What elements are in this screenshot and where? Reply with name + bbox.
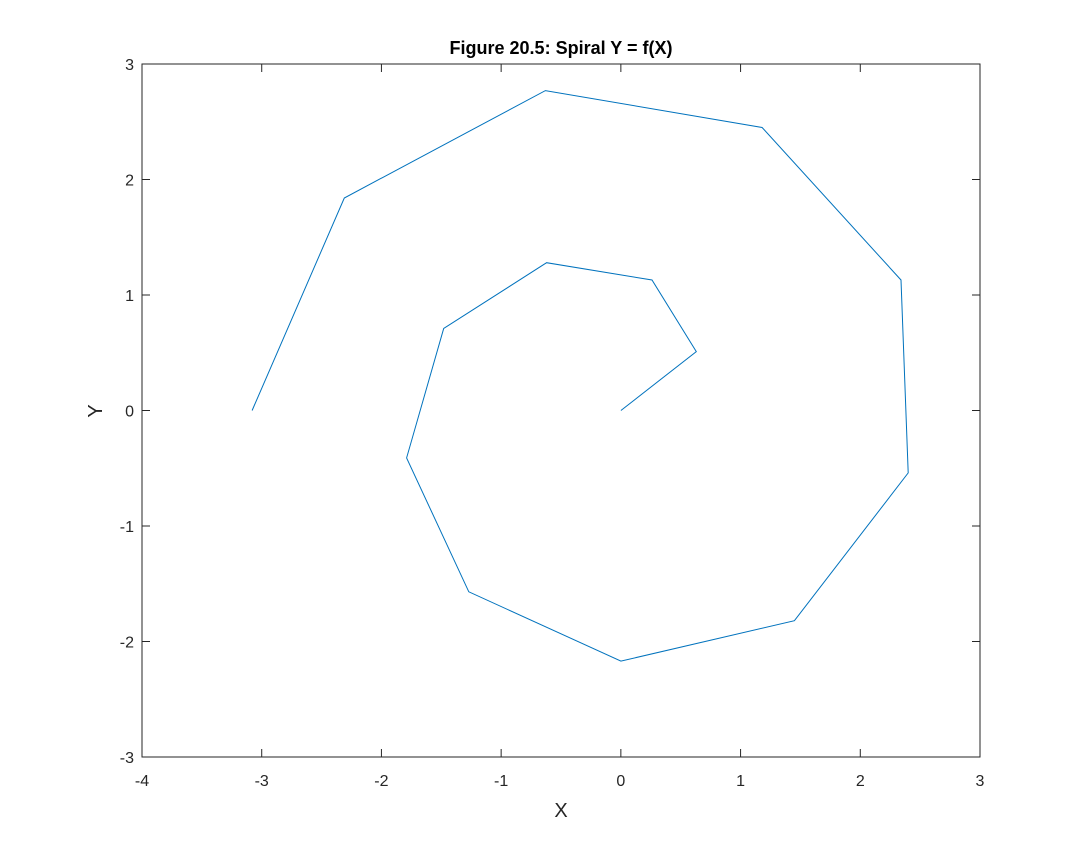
- x-tick-label: 0: [616, 773, 625, 790]
- plot-area: [142, 64, 980, 757]
- y-tick-labels: -3 -2 -1 0 1 2 3: [120, 57, 134, 767]
- y-tick-label: 1: [125, 288, 134, 305]
- y-axis-label: Y: [85, 404, 107, 417]
- x-tick-label: -3: [255, 773, 269, 790]
- x-tick-label: 1: [736, 773, 745, 790]
- data-series: [251, 90, 909, 662]
- axes-box: [141, 63, 981, 758]
- y-tick-label: 3: [125, 57, 134, 74]
- chart-title: Figure 20.5: Spiral Y = f(X): [450, 38, 673, 58]
- y-tick-label: 2: [125, 173, 134, 190]
- spiral-line: [251, 90, 909, 662]
- y-tick-label: 0: [125, 404, 134, 421]
- x-axis-label: X: [554, 800, 567, 822]
- y-tick-label: -3: [120, 750, 134, 767]
- x-tick-label: -4: [135, 773, 149, 790]
- x-tick-label: -2: [374, 773, 388, 790]
- x-tick-label: 3: [976, 773, 985, 790]
- x-tick-label: 2: [856, 773, 865, 790]
- x-tick-labels: -4 -3 -2 -1 0 1 2 3: [135, 773, 985, 790]
- y-tick-label: -2: [120, 635, 134, 652]
- x-tick-label: -1: [494, 773, 508, 790]
- y-tick-label: -1: [120, 519, 134, 536]
